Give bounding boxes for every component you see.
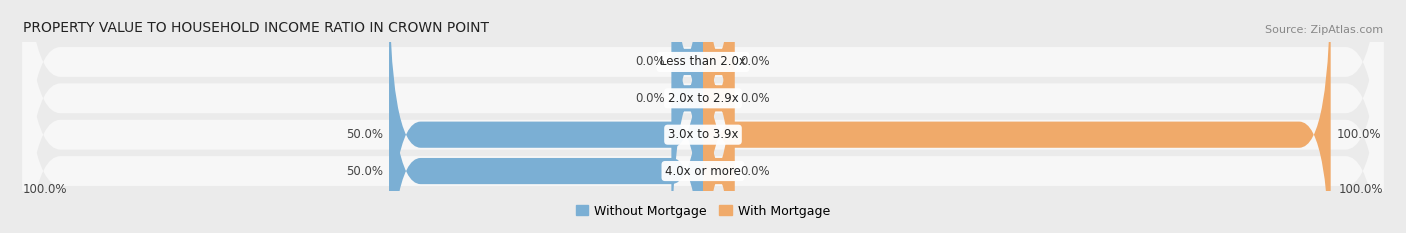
FancyBboxPatch shape [22,0,1384,233]
Text: 0.0%: 0.0% [741,92,770,105]
Text: 100.0%: 100.0% [1339,183,1384,196]
Text: 0.0%: 0.0% [741,164,770,178]
Legend: Without Mortgage, With Mortgage: Without Mortgage, With Mortgage [575,205,831,218]
Text: Less than 2.0x: Less than 2.0x [659,55,747,69]
Text: 50.0%: 50.0% [346,164,382,178]
FancyBboxPatch shape [22,0,1384,233]
FancyBboxPatch shape [672,0,703,233]
FancyBboxPatch shape [672,0,703,231]
FancyBboxPatch shape [703,2,734,233]
Text: 0.0%: 0.0% [741,55,770,69]
FancyBboxPatch shape [22,0,1384,233]
Text: 50.0%: 50.0% [346,128,382,141]
Text: 3.0x to 3.9x: 3.0x to 3.9x [668,128,738,141]
Text: 100.0%: 100.0% [22,183,67,196]
FancyBboxPatch shape [389,2,703,233]
Text: 4.0x or more: 4.0x or more [665,164,741,178]
Text: 100.0%: 100.0% [1337,128,1382,141]
FancyBboxPatch shape [389,0,703,233]
FancyBboxPatch shape [703,0,734,233]
Text: 0.0%: 0.0% [636,92,665,105]
Text: PROPERTY VALUE TO HOUSEHOLD INCOME RATIO IN CROWN POINT: PROPERTY VALUE TO HOUSEHOLD INCOME RATIO… [22,21,489,35]
FancyBboxPatch shape [22,0,1384,233]
Text: Source: ZipAtlas.com: Source: ZipAtlas.com [1265,25,1384,35]
Text: 2.0x to 2.9x: 2.0x to 2.9x [668,92,738,105]
FancyBboxPatch shape [703,0,1330,233]
Text: 0.0%: 0.0% [636,55,665,69]
FancyBboxPatch shape [703,0,734,231]
